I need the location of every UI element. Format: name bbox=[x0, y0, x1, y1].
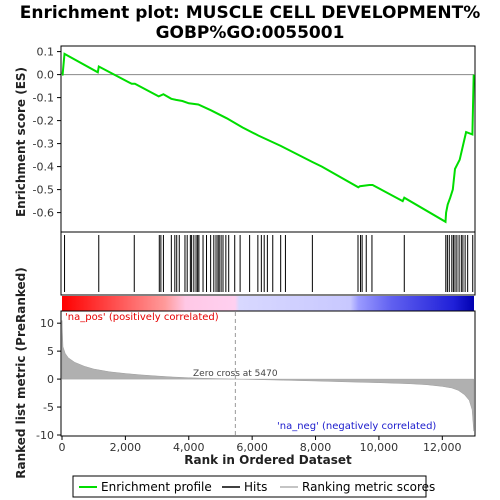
metric-y-axis-label: Ranked list metric (PreRanked) bbox=[14, 267, 28, 479]
legend-label-enrichment-profile: Enrichment profile bbox=[101, 480, 212, 494]
metric-y-tick-label: -5 bbox=[43, 401, 54, 414]
legend-label-ranking-metric: Ranking metric scores bbox=[302, 480, 435, 494]
metric-y-tick-label: 5 bbox=[47, 345, 54, 358]
metric-y-tick-label: -10 bbox=[36, 429, 54, 442]
chart-title-line2: GOBP%GO:0055001 bbox=[156, 23, 345, 43]
enrichment-profile-line bbox=[61, 52, 475, 224]
es-y-tick-label: -0.4 bbox=[33, 161, 54, 174]
hits-panel-frame bbox=[60, 231, 476, 296]
x-tick-label: 8,000 bbox=[300, 441, 332, 454]
x-tick-label: 4,000 bbox=[173, 441, 205, 454]
x-axis: 0 2,000 4,000 6,000 8,000 10,000 12,000 bbox=[59, 436, 462, 454]
metric-panel-frame bbox=[60, 310, 476, 437]
es-y-tick-label: 0.1 bbox=[37, 46, 55, 59]
es-y-tick-label: -0.1 bbox=[33, 92, 54, 105]
x-tick-label: 0 bbox=[59, 441, 66, 454]
chart-title-line1: Enrichment plot: MUSCLE CELL DEVELOPMENT… bbox=[20, 3, 481, 23]
es-y-tick-label: 0.0 bbox=[37, 69, 55, 82]
pos-annotation: 'na_pos' (positively correlated) bbox=[65, 312, 219, 323]
es-y-tick-label: -0.6 bbox=[33, 207, 54, 220]
zero-cross-annotation: Zero cross at 5470 bbox=[193, 369, 278, 379]
es-y-tick-label: -0.3 bbox=[33, 138, 54, 151]
metric-y-axis: 10 5 0 -5 -10 bbox=[36, 317, 61, 442]
x-tick-label: 12,000 bbox=[423, 441, 462, 454]
x-axis-label: Rank in Ordered Dataset bbox=[184, 453, 352, 467]
es-y-tick-label: -0.5 bbox=[33, 184, 54, 197]
ranking-color-bar bbox=[62, 296, 474, 311]
es-y-tick-label: -0.2 bbox=[33, 115, 54, 128]
es-y-axis: 0.1 0.0 -0.1 -0.2 -0.3 -0.4 -0.5 -0.6 bbox=[33, 46, 61, 220]
metric-y-tick-label: 0 bbox=[47, 373, 54, 386]
ranking-metric-area bbox=[61, 320, 474, 432]
x-tick-label: 6,000 bbox=[236, 441, 268, 454]
metric-y-tick-label: 10 bbox=[40, 317, 54, 330]
hit-markers bbox=[64, 235, 474, 292]
x-tick-label: 10,000 bbox=[360, 441, 399, 454]
x-tick-label: 2,000 bbox=[110, 441, 142, 454]
es-y-axis-label: Enrichment score (ES) bbox=[14, 67, 28, 217]
legend-box bbox=[72, 475, 427, 498]
neg-annotation: 'na_neg' (negatively correlated) bbox=[277, 421, 436, 432]
legend-label-hits: Hits bbox=[244, 480, 267, 494]
